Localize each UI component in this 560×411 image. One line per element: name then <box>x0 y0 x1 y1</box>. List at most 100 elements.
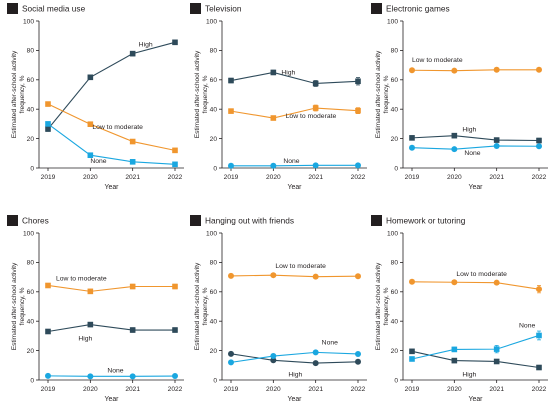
y-tick-label: 80 <box>210 48 218 55</box>
data-point <box>228 77 234 84</box>
x-tick-label: 2019 <box>224 174 239 181</box>
y-tick-label: 40 <box>391 319 399 326</box>
panel-e: E Hanging out with friends 0 20 40 60 80 100 201… <box>190 215 367 403</box>
data-point <box>312 162 319 169</box>
series-none: None <box>409 142 542 157</box>
x-tick-label: 2022 <box>351 174 366 181</box>
data-point <box>87 373 94 380</box>
data-point <box>172 373 178 380</box>
x-tick-label: 2020 <box>83 386 98 393</box>
series-low-to-moderate: Low to moderate <box>228 104 361 121</box>
x-tick-label: 2019 <box>405 174 420 181</box>
y-tick-label: 0 <box>213 165 217 172</box>
y-tick-label: 100 <box>23 18 34 25</box>
y-tick-label: 80 <box>27 260 35 267</box>
y-axis-label-line: Estimated after-school activity <box>375 262 382 350</box>
data-point <box>355 350 361 357</box>
series-line <box>411 69 539 72</box>
data-point <box>228 359 234 366</box>
y-axis-label-line: frequency, % <box>202 287 209 325</box>
data-point <box>270 357 277 364</box>
y-tick-label: 40 <box>27 319 35 326</box>
x-tick-label: 2020 <box>447 386 462 393</box>
series-label: None <box>107 367 123 374</box>
data-point <box>45 328 51 335</box>
data-point <box>355 273 361 280</box>
y-tick-label: 80 <box>391 260 399 267</box>
y-tick-label: 20 <box>210 136 218 143</box>
panel-title: Social media use <box>22 4 86 14</box>
y-tick-label: 20 <box>210 348 218 355</box>
x-tick-label: 2022 <box>532 386 547 393</box>
y-tick-label: 40 <box>391 107 399 114</box>
series-label: Low to moderate <box>412 57 463 64</box>
y-tick-label: 60 <box>391 77 399 84</box>
data-point <box>451 357 458 364</box>
series-low-to-moderate: Low to moderate <box>409 271 542 294</box>
y-tick-label: 60 <box>27 289 35 296</box>
series-line <box>411 135 540 142</box>
series-label: High <box>288 371 302 378</box>
series-none: None <box>409 322 542 362</box>
y-axis-label-line: Estimated after-school activity <box>11 262 18 350</box>
y-axis-label-line: frequency, % <box>383 287 390 325</box>
data-point <box>312 105 319 111</box>
data-point <box>409 278 415 285</box>
data-point <box>536 143 542 150</box>
series-label: High <box>281 69 295 76</box>
x-tick-label: 2022 <box>168 174 183 181</box>
data-point <box>355 78 361 85</box>
data-point <box>45 121 51 127</box>
data-point <box>451 132 458 139</box>
panel-letter: A <box>10 4 16 13</box>
data-point <box>87 121 94 127</box>
y-tick-label: 0 <box>213 377 217 384</box>
data-point <box>172 161 178 168</box>
series-line <box>47 284 175 292</box>
x-tick-label: 2019 <box>224 386 239 393</box>
data-point <box>536 332 542 339</box>
series-label: High <box>462 372 476 379</box>
y-axis-label: Estimated after-school activityfrequency… <box>375 50 390 138</box>
data-point <box>270 272 277 279</box>
series-label: High <box>462 127 476 134</box>
data-point <box>87 74 94 81</box>
series-none: None <box>45 367 178 380</box>
y-tick-label: 40 <box>210 319 218 326</box>
data-point <box>87 152 94 159</box>
panel-letter-box <box>371 215 382 226</box>
y-axis-label-line: Estimated after-school activity <box>194 50 201 138</box>
data-point <box>536 137 542 144</box>
series-label: Low to moderate <box>456 271 507 278</box>
data-point <box>45 282 51 289</box>
x-tick-label: 2020 <box>447 174 462 181</box>
x-axis-label: Year <box>105 396 120 403</box>
data-point <box>172 283 178 290</box>
y-axis-label-line: Estimated after-school activity <box>11 50 18 138</box>
y-tick-label: 0 <box>30 165 34 172</box>
panel-letter-box <box>190 215 201 226</box>
x-tick-label: 2021 <box>125 174 140 181</box>
data-point <box>451 67 458 74</box>
series-line <box>411 334 540 360</box>
panel-letter-box <box>7 215 18 226</box>
y-tick-label: 60 <box>27 77 35 84</box>
x-tick-label: 2019 <box>41 174 56 181</box>
x-tick-label: 2022 <box>168 386 183 393</box>
y-tick-label: 80 <box>210 260 218 267</box>
series-none: None <box>228 158 361 169</box>
y-tick-label: 100 <box>206 230 217 237</box>
panel-letter-box <box>7 3 18 14</box>
data-point <box>536 364 542 371</box>
data-point <box>536 286 542 293</box>
x-tick-label: 2021 <box>308 386 323 393</box>
y-tick-label: 20 <box>27 136 35 143</box>
series-none: None <box>228 339 361 366</box>
y-axis-label: Estimated after-school activityfrequency… <box>11 262 26 350</box>
data-point <box>493 142 500 149</box>
y-tick-label: 20 <box>391 136 399 143</box>
y-tick-label: 100 <box>387 18 398 25</box>
y-tick-label: 60 <box>210 77 218 84</box>
data-point <box>172 327 178 333</box>
data-point <box>409 348 415 355</box>
